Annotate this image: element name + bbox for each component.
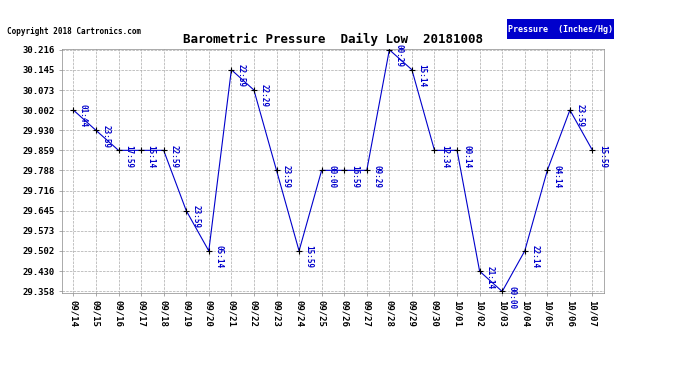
Text: 15:14: 15:14	[147, 145, 156, 168]
Text: 23:59: 23:59	[282, 165, 291, 188]
Text: 23:59: 23:59	[101, 125, 110, 148]
Text: 16:59: 16:59	[350, 165, 359, 188]
Text: 22:59: 22:59	[169, 145, 178, 168]
Title: Barometric Pressure  Daily Low  20181008: Barometric Pressure Daily Low 20181008	[183, 33, 483, 46]
Text: Copyright 2018 Cartronics.com: Copyright 2018 Cartronics.com	[7, 27, 141, 36]
Text: 21:14: 21:14	[485, 266, 494, 289]
Text: 04:14: 04:14	[553, 165, 562, 188]
Text: 09:29: 09:29	[373, 165, 382, 188]
Text: Pressure  (Inches/Hg): Pressure (Inches/Hg)	[508, 25, 613, 34]
Text: 00:29: 00:29	[395, 44, 404, 68]
Text: 23:59: 23:59	[575, 105, 584, 128]
Text: 15:14: 15:14	[417, 64, 426, 87]
Text: 22:59: 22:59	[237, 64, 246, 87]
Text: 00:14: 00:14	[462, 145, 471, 168]
Text: 01:44: 01:44	[79, 105, 88, 128]
Text: 00:00: 00:00	[327, 165, 336, 188]
Text: 05:14: 05:14	[215, 245, 224, 268]
Text: 15:59: 15:59	[598, 145, 607, 168]
Text: 17:59: 17:59	[124, 145, 133, 168]
Text: 22:14: 22:14	[531, 245, 540, 268]
Text: 22:29: 22:29	[259, 84, 268, 108]
Text: 00:00: 00:00	[508, 286, 517, 309]
Text: 23:59: 23:59	[192, 205, 201, 228]
Text: 12:34: 12:34	[440, 145, 449, 168]
Text: 15:59: 15:59	[304, 245, 314, 268]
